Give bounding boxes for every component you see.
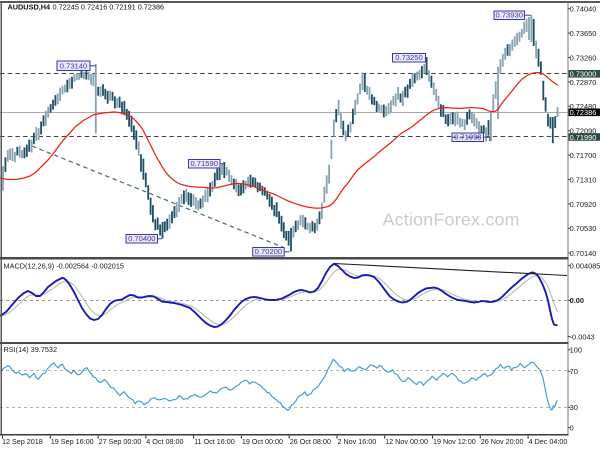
svg-text:26 Nov 20:00: 26 Nov 20:00 bbox=[481, 437, 524, 446]
svg-text:0.004085: 0.004085 bbox=[570, 261, 600, 270]
svg-text:30: 30 bbox=[570, 403, 578, 412]
svg-text:11 Oct 16:00: 11 Oct 16:00 bbox=[194, 437, 235, 446]
svg-text:0.72480: 0.72480 bbox=[570, 102, 597, 111]
svg-text:27 Sep 00:00: 27 Sep 00:00 bbox=[99, 437, 142, 446]
svg-text:0.72090: 0.72090 bbox=[570, 127, 597, 136]
svg-text:RSI(14) 39.7532: RSI(14) 39.7532 bbox=[4, 345, 58, 354]
svg-text:ActionForex.com: ActionForex.com bbox=[383, 210, 520, 230]
svg-text:12 Sep 2018: 12 Sep 2018 bbox=[2, 437, 43, 446]
svg-text:0.70140: 0.70140 bbox=[570, 249, 597, 258]
svg-text:26 Oct 08:00: 26 Oct 08:00 bbox=[290, 437, 331, 446]
svg-text:0.73260: 0.73260 bbox=[570, 53, 597, 62]
svg-text:AUDUSD,H4: AUDUSD,H4 bbox=[8, 2, 52, 11]
svg-text:12 Nov 00:00: 12 Nov 00:00 bbox=[385, 437, 428, 446]
svg-text:0.74040: 0.74040 bbox=[570, 5, 597, 14]
svg-text:MACD(12,26,9) -0.002564 -0.002: MACD(12,26,9) -0.002564 -0.002015 bbox=[4, 262, 124, 271]
svg-text:0.73140: 0.73140 bbox=[60, 62, 87, 71]
svg-text:0.70200: 0.70200 bbox=[255, 247, 282, 256]
svg-text:19 Nov 12:00: 19 Nov 12:00 bbox=[433, 437, 476, 446]
svg-text:0.70920: 0.70920 bbox=[570, 200, 597, 209]
svg-text:2 Nov 16:00: 2 Nov 16:00 bbox=[338, 437, 377, 446]
svg-text:4 Dec 04:00: 4 Dec 04:00 bbox=[529, 437, 568, 446]
svg-text:0.72386: 0.72386 bbox=[570, 108, 597, 117]
svg-text:0.73650: 0.73650 bbox=[570, 29, 597, 38]
svg-text:0.71998: 0.71998 bbox=[454, 133, 481, 142]
svg-text:0.00: 0.00 bbox=[570, 296, 584, 305]
svg-text:100: 100 bbox=[570, 346, 582, 355]
svg-text:19 Sep 16:00: 19 Sep 16:00 bbox=[51, 437, 94, 446]
svg-text:0: 0 bbox=[570, 424, 574, 433]
svg-text:70: 70 bbox=[570, 367, 578, 376]
svg-text:0.72870: 0.72870 bbox=[570, 78, 597, 87]
svg-text:-0.0043: -0.0043 bbox=[570, 332, 595, 341]
svg-text:0.71990: 0.71990 bbox=[570, 133, 597, 142]
svg-text:0.71590: 0.71590 bbox=[190, 159, 217, 168]
svg-text:0.71700: 0.71700 bbox=[570, 151, 597, 160]
svg-text:0.73930: 0.73930 bbox=[495, 11, 522, 20]
svg-text:0.72245 0.72416 0.72191 0.7238: 0.72245 0.72416 0.72191 0.72386 bbox=[53, 2, 165, 11]
svg-text:4 Oct 08:00: 4 Oct 08:00 bbox=[146, 437, 183, 446]
svg-text:0.70530: 0.70530 bbox=[570, 224, 597, 233]
svg-text:0.73250: 0.73250 bbox=[395, 53, 422, 62]
svg-text:19 Oct 00:00: 19 Oct 00:00 bbox=[242, 437, 283, 446]
svg-text:0.71310: 0.71310 bbox=[570, 175, 597, 184]
svg-text:0.70400: 0.70400 bbox=[128, 234, 155, 243]
svg-text:0.73000: 0.73000 bbox=[570, 70, 597, 79]
